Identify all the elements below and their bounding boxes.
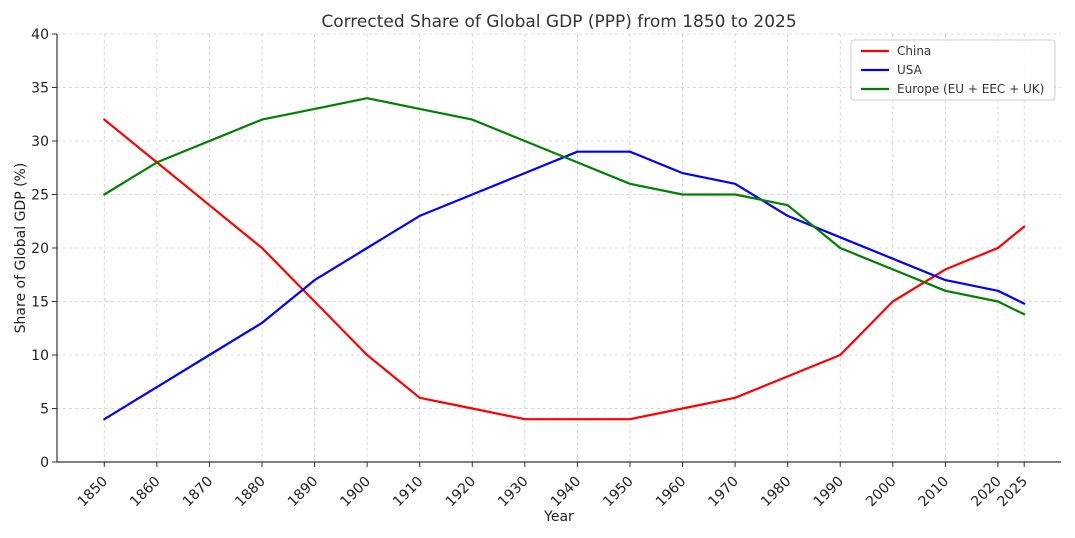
x-tick-label: 1920 [443,474,480,511]
series-layer [103,97,1026,421]
x-tick-label: 1970 [705,474,742,511]
legend-box [850,39,1056,101]
y-tick-label: 10 [31,348,49,364]
x-tick-label: 1980 [758,474,795,511]
x-tick-label: 1930 [495,474,532,511]
y-tick-label: 40 [31,27,49,43]
x-tick-label: 1890 [285,474,322,511]
series-line-europe-eu-eec-uk [103,97,1026,316]
legend-label-usa: USA [897,63,923,77]
x-axis-label: Year [543,509,574,525]
x-tick-label: 1940 [548,474,585,511]
x-tick-label: 1900 [337,474,374,511]
legend: China USA Europe (EU + EEC + UK) [850,39,1056,101]
x-tick-label: 2025 [995,474,1032,511]
x-tick-label: 1950 [600,474,637,511]
y-tick-label: 15 [31,295,49,311]
x-tick-label: 2000 [863,474,900,511]
x-tick-label: 1960 [653,474,690,511]
chart-title: Corrected Share of Global GDP (PPP) from… [321,12,796,32]
y-tick-label: 30 [31,134,49,150]
y-tick-label: 20 [31,241,49,257]
x-tick-label: 1880 [232,474,269,511]
x-tick-label: 1850 [75,474,112,511]
x-tick-label: 1860 [127,474,164,511]
legend-label-europe-eu-eec-uk: Europe (EU + EEC + UK) [897,82,1044,96]
y-tick-label: 5 [40,402,49,418]
x-tick-label: 1870 [180,474,217,511]
legend-label-china: China [897,44,931,58]
x-tick-label: 1910 [390,474,427,511]
y-tick-label: 35 [31,81,49,97]
y-tick-label: 25 [31,188,49,204]
x-tick-label: 1990 [811,474,848,511]
y-axis-label: Share of Global GDP (%) [13,163,29,334]
series-line-usa [103,150,1026,421]
x-tick-label: 2010 [916,474,953,511]
series-line-china [103,118,1026,421]
y-tick-label: 0 [40,455,49,471]
